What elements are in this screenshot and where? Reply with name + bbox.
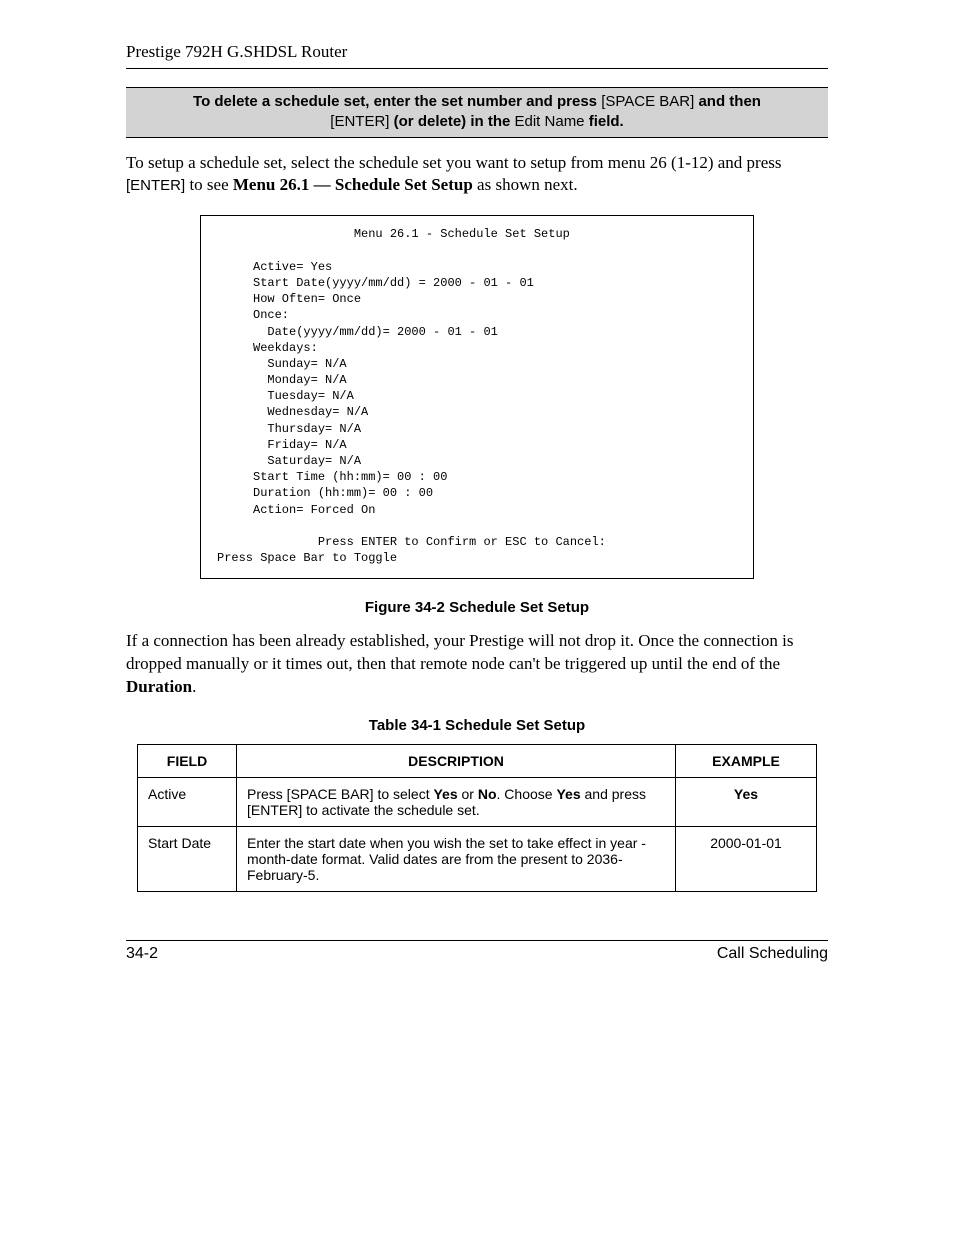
th-field: FIELD xyxy=(138,745,237,778)
term-l12: Friday= N/A xyxy=(217,438,347,452)
terminal-box: Menu 26.1 - Schedule Set Setup Active= Y… xyxy=(200,215,754,579)
term-title: Menu 26.1 - Schedule Set Setup xyxy=(217,227,570,241)
d0e: . Choose xyxy=(497,786,557,802)
term-l16: Action= Forced On xyxy=(217,503,375,517)
footer-left: 34-2 xyxy=(126,945,158,963)
term-l18: Press ENTER to Confirm or ESC to Cancel: xyxy=(217,535,606,549)
notice-line2-b: (or delete) in the xyxy=(389,113,514,130)
cell-field: Start Date xyxy=(138,827,237,892)
term-l3: How Often= Once xyxy=(217,292,361,306)
term-l8: Monday= N/A xyxy=(217,373,347,387)
term-l7: Sunday= N/A xyxy=(217,357,347,371)
intro-enter: [ENTER] xyxy=(126,177,185,194)
term-l13: Saturday= N/A xyxy=(217,454,361,468)
intro-post: as shown next. xyxy=(473,175,578,194)
term-l5: Date(yyyy/mm/dd)= 2000 - 01 - 01 xyxy=(217,325,498,339)
table-caption: Table 34-1 Schedule Set Setup xyxy=(126,717,828,734)
notice-box: To delete a schedule set, enter the set … xyxy=(126,87,828,138)
after-fig-post: . xyxy=(192,677,196,696)
d0b: Yes xyxy=(433,786,457,802)
figure-caption: Figure 34-2 Schedule Set Setup xyxy=(126,599,828,616)
cell-description: Press [SPACE BAR] to select Yes or No. C… xyxy=(237,778,676,827)
after-fig-paragraph: If a connection has been already establi… xyxy=(126,630,828,699)
d1a: Enter the start date when you wish the s… xyxy=(247,835,646,883)
term-l4: Once: xyxy=(217,308,289,322)
term-l14: Start Time (hh:mm)= 00 : 00 xyxy=(217,470,447,484)
th-description: DESCRIPTION xyxy=(237,745,676,778)
term-l6: Weekdays: xyxy=(217,341,318,355)
intro-menu: Menu 26.1 — Schedule Set Setup xyxy=(233,175,473,194)
table-row: Active Press [SPACE BAR] to select Yes o… xyxy=(138,778,817,827)
term-l9: Tuesday= N/A xyxy=(217,389,354,403)
notice-line1-a: To delete a schedule set, enter the set … xyxy=(193,93,601,110)
intro-mid: to see xyxy=(185,175,233,194)
term-l15: Duration (hh:mm)= 00 : 00 xyxy=(217,486,433,500)
ex1: 2000-01-01 xyxy=(710,835,782,851)
cell-field: Active xyxy=(138,778,237,827)
d0f: Yes xyxy=(556,786,580,802)
table-row: Start Date Enter the start date when you… xyxy=(138,827,817,892)
fields-table: FIELD DESCRIPTION EXAMPLE Active Press [… xyxy=(137,744,817,892)
after-fig-dur: Duration xyxy=(126,677,192,696)
notice-line2-c: Edit Name xyxy=(515,113,585,130)
cell-example: Yes xyxy=(676,778,817,827)
cell-example: 2000-01-01 xyxy=(676,827,817,892)
header-rule xyxy=(126,68,828,69)
table-header-row: FIELD DESCRIPTION EXAMPLE xyxy=(138,745,817,778)
notice-line2-a: [ENTER] xyxy=(330,113,389,130)
after-fig-pre: If a connection has been already establi… xyxy=(126,631,794,673)
th-example: EXAMPLE xyxy=(676,745,817,778)
ex0: Yes xyxy=(734,786,758,802)
d0c: or xyxy=(458,786,478,802)
term-l11: Thursday= N/A xyxy=(217,422,361,436)
notice-line1-c: and then xyxy=(694,93,761,110)
doc-title: Prestige 792H G.SHDSL Router xyxy=(126,42,828,62)
intro-paragraph: To setup a schedule set, select the sche… xyxy=(126,152,828,198)
cell-description: Enter the start date when you wish the s… xyxy=(237,827,676,892)
footer-right: Call Scheduling xyxy=(717,945,828,963)
footer: 34-2 Call Scheduling xyxy=(126,940,828,963)
term-l19: Press Space Bar to Toggle xyxy=(217,551,397,565)
notice-line2-d: field. xyxy=(585,113,624,130)
term-l10: Wednesday= N/A xyxy=(217,405,368,419)
notice-line1-b: [SPACE BAR] xyxy=(601,93,694,110)
d0a: Press [SPACE BAR] to select xyxy=(247,786,433,802)
intro-pre: To setup a schedule set, select the sche… xyxy=(126,153,782,172)
d0d: No xyxy=(478,786,497,802)
term-l2: Start Date(yyyy/mm/dd) = 2000 - 01 - 01 xyxy=(217,276,534,290)
footer-rule xyxy=(126,940,828,941)
term-l1: Active= Yes xyxy=(217,260,332,274)
